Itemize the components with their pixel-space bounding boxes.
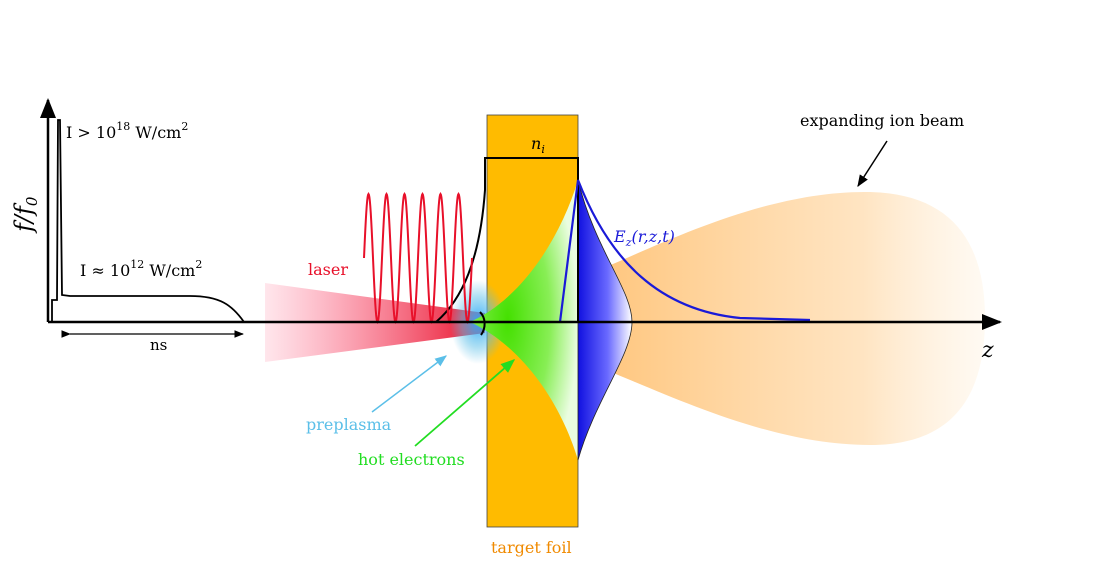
- duration-label: ns: [150, 336, 167, 354]
- ion-beam-label: expanding ion beam: [800, 111, 964, 130]
- preplasma-label: preplasma: [306, 415, 392, 434]
- laser-label: laser: [308, 260, 348, 279]
- target-foil-label: target foil: [491, 538, 572, 557]
- hot-electrons-pointer: [414, 359, 516, 447]
- peak-intensity-label: I > 1018 W/cm2: [66, 120, 188, 142]
- pulse-temporal-profile: [51, 119, 245, 323]
- y-axis-label: f/f0: [10, 196, 41, 234]
- hot-electron-cone: [470, 180, 578, 460]
- pedestal-intensity-label: I ≈ 1012 W/cm2: [80, 258, 202, 280]
- laser-wave: [363, 191, 473, 325]
- hot-electrons-label: hot electrons: [358, 450, 465, 469]
- preplasma-pointer: [371, 355, 447, 413]
- ez-field-curve: [558, 179, 811, 323]
- rear-field-distribution: [577, 179, 633, 461]
- ion-density-label: ni: [531, 134, 545, 156]
- field-label: Ez(r,z,t): [613, 227, 675, 249]
- laser-focus-bracket: [479, 311, 486, 336]
- z-axis-label: z: [981, 338, 994, 363]
- ion-beam-pointer: [857, 140, 888, 188]
